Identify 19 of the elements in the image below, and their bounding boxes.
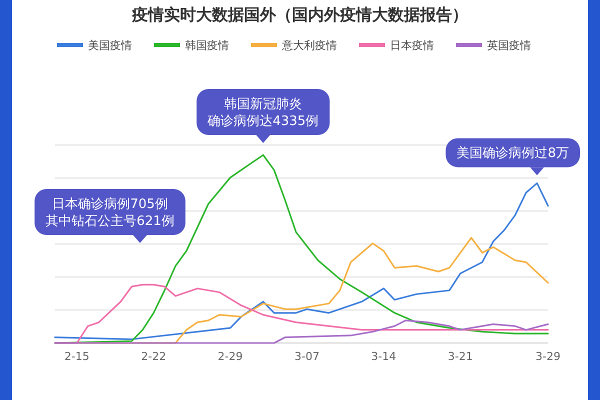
- legend-label: 意大利疫情: [281, 39, 337, 52]
- callout: 美国确诊病例过8万: [446, 138, 580, 176]
- callout: 韩国新冠肺炎确诊病例达4335例: [196, 89, 330, 143]
- legend-label: 英国疫情: [487, 39, 531, 52]
- annotation: 美国确诊病例过8万: [456, 145, 569, 162]
- x-tick-label: 2-29: [218, 350, 243, 363]
- legend-label: 韩国疫情: [185, 39, 229, 52]
- x-tick-label: 3-07: [294, 350, 320, 363]
- x-tick-label: 3-14: [371, 350, 396, 363]
- annotation: 韩国新冠肺炎确诊病例达4335例: [206, 97, 319, 129]
- callout: 日本确诊病例705例其中钻石公主号621例: [34, 189, 186, 243]
- legend-label: 美国疫情: [88, 39, 132, 52]
- legend-label: 日本疫情: [390, 39, 434, 52]
- x-tick-label: 3-21: [448, 350, 473, 363]
- x-tick-label: 2-15: [64, 350, 90, 363]
- annotation: 日本确诊病例705例其中钻石公主号621例: [46, 197, 174, 229]
- chart-title: 疫情实时大数据国外（国内外疫情大数据报告）: [131, 5, 468, 24]
- x-tick-label: 3-29: [536, 350, 560, 363]
- x-tick-label: 2-22: [141, 350, 166, 363]
